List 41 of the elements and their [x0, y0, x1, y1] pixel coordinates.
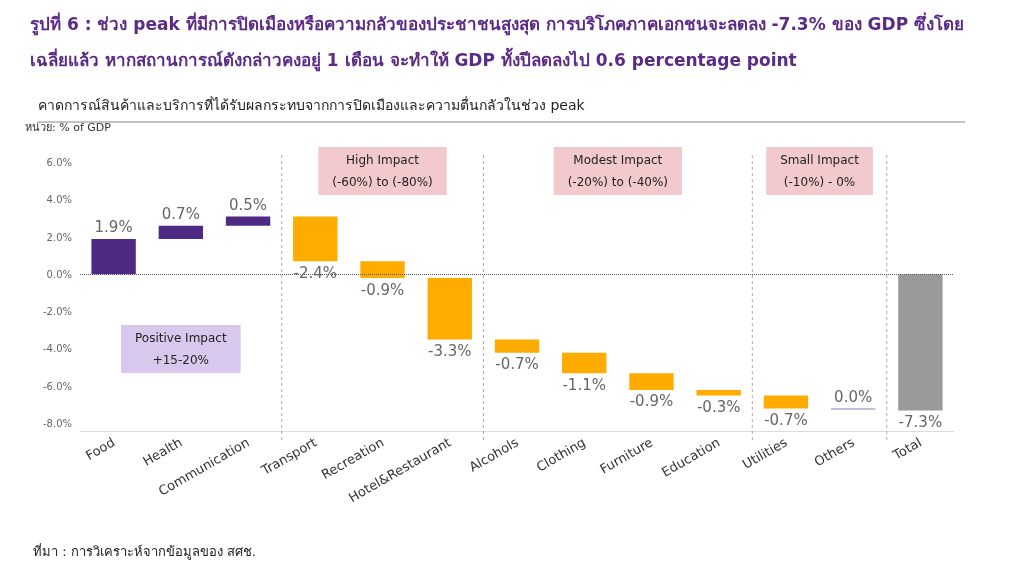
bar: [91, 238, 136, 275]
band-label: High Impact (-60%) to (-80%): [332, 153, 433, 189]
bar: [494, 339, 540, 353]
chart-title: รูปที่ 6 : ช่วง peak ที่มีการปิดเมืองหรือความกลัวของประชาชนสูงสุด การบริโภคภาคเอกชนจะลดลง -7.3% ของ GDP ซึ่งโดยเฉลี่ยแล้ว หากสถานการณ์ดังกล่าวคงอยู่ 1 เดือน จะทำให้ GDP ทั้งปีลดลงไป 0.6 percentage point: [30, 11, 966, 74]
data-label: -1.1%: [562, 375, 606, 394]
y-tick-label: 2.0%: [46, 231, 72, 243]
data-label: 0.0%: [834, 388, 873, 407]
band-label: Positive Impact +15-20%: [135, 330, 227, 367]
band-label: Small Impact (-10%) - 0%: [780, 153, 860, 189]
bar: [696, 389, 741, 396]
bar: [427, 278, 472, 340]
data-label: 0.7%: [161, 205, 200, 224]
bar: [629, 373, 674, 390]
y-tick-label: 6.0%: [46, 156, 72, 168]
y-tick-label: 0.0%: [46, 268, 72, 280]
data-label: -0.7%: [764, 411, 808, 430]
bar: [898, 274, 943, 411]
x-tick-label: Total: [889, 434, 925, 464]
y-tick-label: -2.0%: [42, 306, 72, 318]
bar: [763, 395, 809, 409]
bar: [293, 216, 338, 262]
bar: [562, 352, 607, 374]
data-label: 1.9%: [94, 218, 133, 237]
y-tick-label: -8.0%: [42, 418, 72, 430]
band-label: Modest Impact (-20%) to (-40%): [567, 153, 669, 189]
bar: [360, 261, 405, 279]
chart-subtitle: คาดการณ์สินค้าและบริการที่ได้รับผลกระทบจากการปิดเมืองและความตื่นกลัวในช่วง peak: [38, 95, 586, 115]
data-label: -0.3%: [696, 398, 741, 417]
data-label: -0.9%: [629, 392, 674, 411]
text: ที่มา : การวิเคราะห์จากข้อมูลของ สศช.: [33, 543, 256, 560]
data-label: -7.3%: [898, 412, 943, 431]
data-label: 0.5%: [229, 196, 268, 215]
y-tick-label: 4.0%: [46, 194, 72, 206]
y-tick-label: -4.0%: [42, 343, 72, 355]
data-label: -3.3%: [428, 342, 472, 361]
bar: [225, 216, 271, 226]
data-label: -0.9%: [360, 280, 405, 299]
y-axis-title: หน่วย: % of GDP: [25, 121, 112, 134]
bar: [158, 225, 204, 239]
y-tick-label: -6.0%: [42, 380, 72, 392]
data-label: -0.7%: [495, 355, 539, 374]
